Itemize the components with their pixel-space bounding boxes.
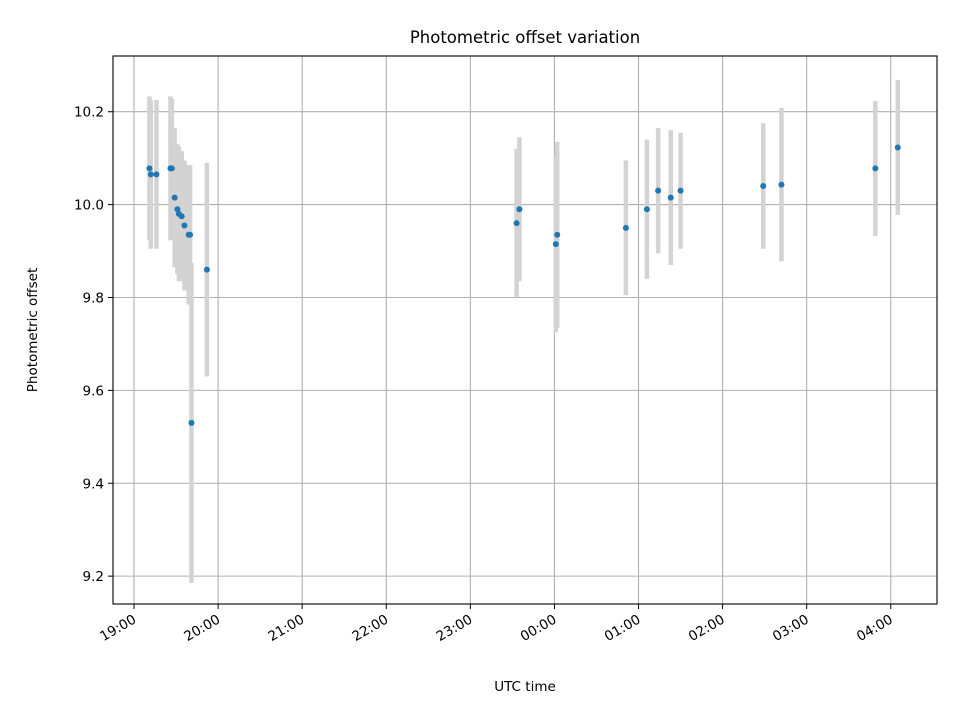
data-point [171,194,178,201]
data-point [516,206,523,213]
data-point [655,187,662,194]
x-tick-label: 01:00 [602,612,644,645]
x-tick-label: 02:00 [686,612,728,645]
data-point [146,165,153,172]
y-tick-label: 9.2 [83,569,104,585]
data-point [147,171,154,178]
data-point [622,224,629,231]
x-tick-label: 03:00 [770,612,812,645]
chart-title: Photometric offset variation [410,28,640,47]
data-point [643,206,650,213]
data-point [513,220,520,227]
x-tick-label: 04:00 [854,612,896,645]
x-tick-label: 21:00 [265,612,307,645]
data-point [188,419,195,426]
data-point [677,187,684,194]
y-tick-label: 9.8 [83,290,104,306]
data-point [203,266,210,273]
x-axis-ticks: 19:00 20:00 21:00 22:00 23:00 00:00 01:00 02:00… [97,604,896,645]
y-axis-ticks: 9.2 9.4 9.6 9.8 10.0 10.2 [74,105,113,585]
data-point [760,183,767,190]
data-point [187,231,194,238]
x-tick-label: 23:00 [434,612,476,645]
x-tick-label: 20:00 [181,612,223,645]
data-point [778,181,785,188]
data-points [146,144,901,426]
x-tick-label: 00:00 [518,612,560,645]
data-point [178,213,185,220]
grid-lines [113,56,937,604]
x-tick-label: 19:00 [97,612,139,645]
data-point [174,206,181,213]
data-point [667,194,674,201]
data-point [552,241,559,248]
plot-frame [112,55,938,605]
x-tick-label: 22:00 [350,612,392,645]
error-bars [147,80,901,584]
data-point [153,171,160,178]
data-point [894,144,901,151]
y-tick-label: 9.6 [83,383,104,399]
x-axis-label: UTC time [494,679,556,695]
data-point [872,165,879,172]
data-point [181,222,188,229]
data-point [554,231,561,238]
y-tick-label: 9.4 [83,476,104,492]
y-tick-label: 10.0 [74,198,104,214]
data-point [168,165,175,172]
y-axis-label: Photometric offset [25,268,41,392]
y-tick-label: 10.2 [74,105,104,121]
